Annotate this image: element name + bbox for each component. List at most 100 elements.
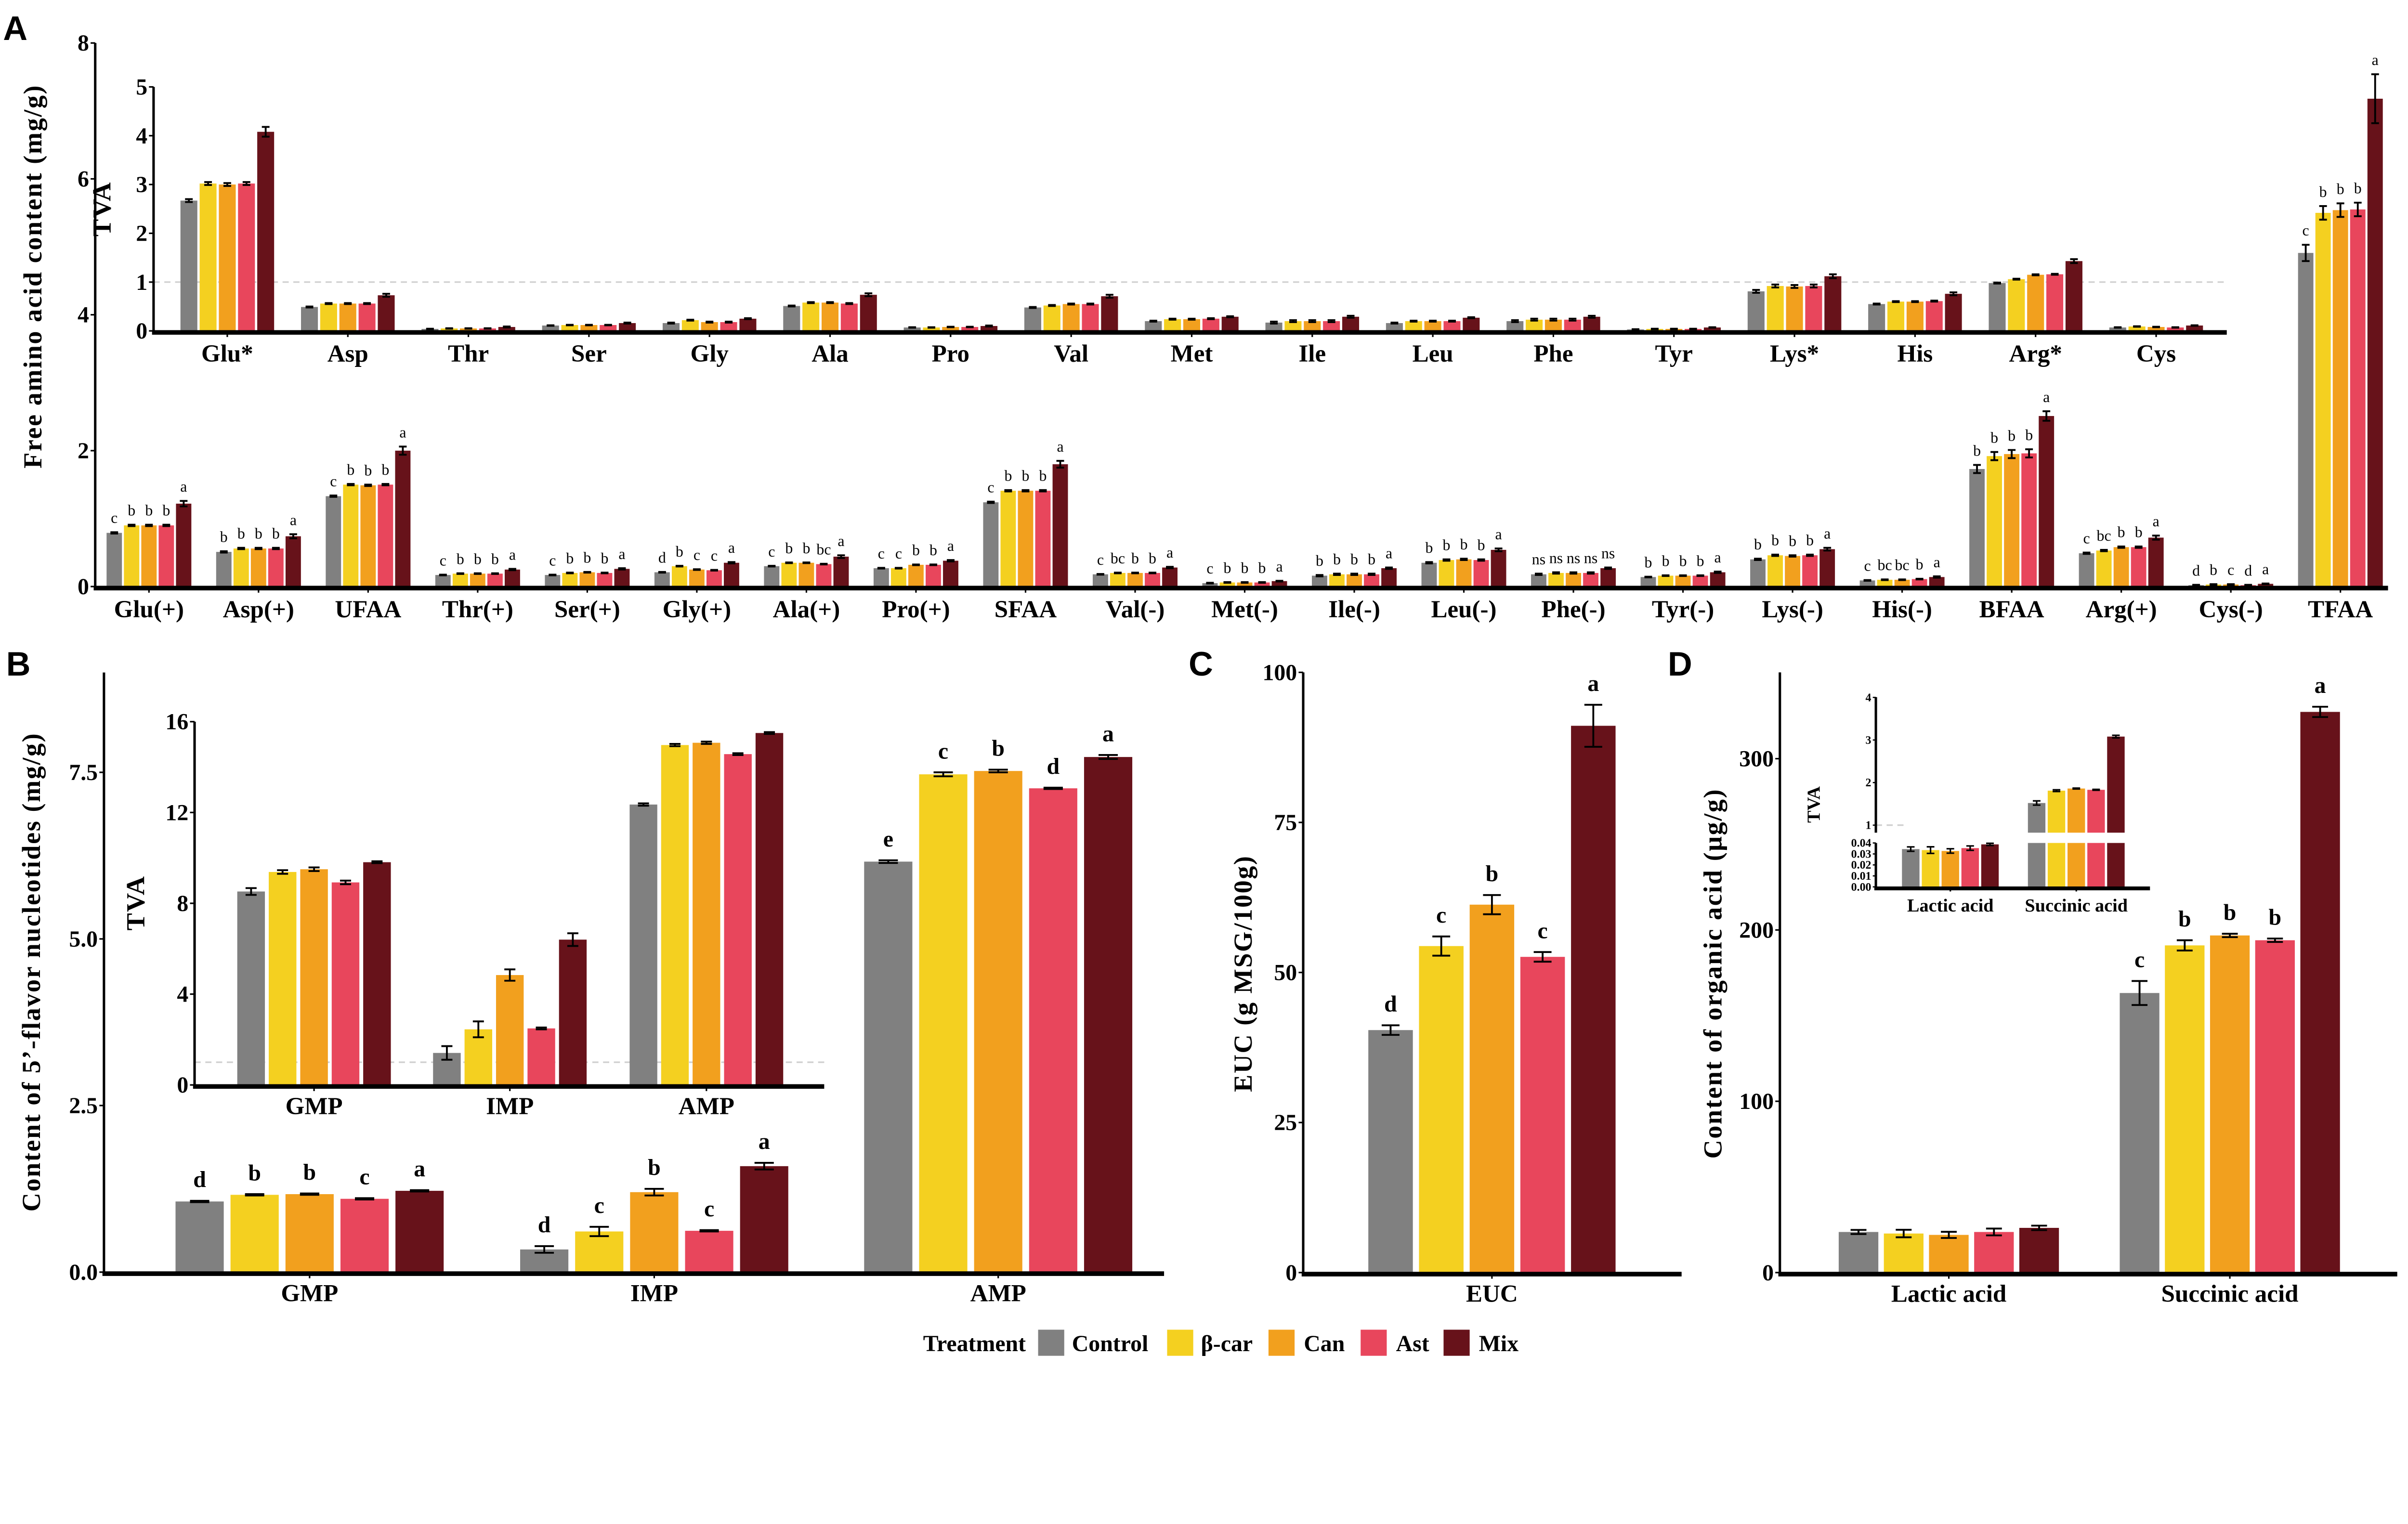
error-bar — [1907, 846, 1915, 852]
y-tick-label: 0.01 — [1851, 870, 1871, 883]
y-tick-label: 0 — [1285, 1260, 1297, 1286]
bar-car — [124, 525, 140, 587]
significance-letter: b — [1916, 556, 1924, 573]
error-bar — [2152, 534, 2160, 541]
significance-letter: c — [1537, 918, 1547, 944]
bar-ast — [158, 525, 174, 587]
error-bar — [785, 561, 793, 564]
error-bar — [1368, 573, 1376, 576]
bar-control — [1312, 575, 1327, 587]
error-bar — [536, 1026, 547, 1030]
significance-letter: a — [1276, 558, 1283, 575]
significance-letter: a — [290, 511, 297, 528]
error-bar — [623, 322, 631, 325]
error-bar — [1632, 328, 1640, 331]
y-tick-label: 75 — [1274, 810, 1297, 835]
significance-letter: b — [2008, 427, 2015, 444]
y-tick-label: 4 — [1866, 691, 1871, 704]
bar-control — [1265, 322, 1283, 331]
bar-car — [2315, 213, 2331, 587]
error-bar — [484, 327, 492, 330]
bar-control — [629, 804, 657, 1085]
bar-ast — [720, 322, 737, 331]
category-label: TFAA — [2308, 596, 2373, 623]
error-bar — [1696, 574, 1704, 577]
bar-control — [545, 575, 561, 587]
error-bar — [1048, 304, 1056, 307]
bar-ast — [1364, 574, 1379, 587]
category-label: Lactic acid — [1891, 1280, 2006, 1307]
error-bar — [1771, 553, 1780, 557]
significance-letter: b — [347, 461, 354, 478]
error-bar — [277, 869, 288, 875]
significance-letter: a — [2153, 513, 2159, 530]
error-bar — [1896, 1228, 1912, 1238]
bar-can — [1906, 301, 1924, 331]
error-bar — [912, 563, 920, 566]
y-tick-label: 16 — [165, 709, 188, 735]
error-bar — [1350, 573, 1358, 576]
bar-ast — [2350, 209, 2366, 587]
significance-letter: b — [1021, 468, 1029, 484]
significance-letter: b — [1241, 560, 1249, 576]
error-bar — [2012, 277, 2020, 281]
significance-letter: e — [883, 826, 893, 852]
bar-car — [1987, 456, 2002, 587]
significance-letter: bc — [2097, 527, 2111, 544]
error-bar — [535, 1245, 554, 1254]
bar-ast — [2046, 274, 2064, 331]
significance-letter: b — [248, 1160, 261, 1185]
bar-ast — [487, 573, 503, 587]
significance-letter: b — [785, 540, 793, 557]
significance-letter: b — [220, 529, 228, 546]
error-bar — [2053, 789, 2061, 793]
significance-letter: a — [1102, 721, 1114, 746]
legend-swatch-mix — [1443, 1329, 1470, 1356]
bar-ast — [1925, 301, 1943, 331]
error-bar — [340, 879, 351, 886]
error-bar — [2031, 273, 2040, 276]
significance-letter: c — [987, 479, 994, 496]
y-tick-label: 0.02 — [1851, 859, 1871, 872]
error-bar — [754, 1162, 774, 1171]
significance-letter: b — [1443, 537, 1451, 554]
significance-letter: b — [364, 462, 372, 479]
bar-mix — [559, 939, 587, 1085]
bar-ast — [1911, 579, 1927, 587]
y-tick-label: 300 — [1739, 746, 1774, 772]
significance-letter: c — [1206, 560, 1213, 577]
significance-letter: bc — [1878, 557, 1892, 573]
significance-letter: a — [2372, 52, 2379, 68]
bar-car — [1884, 1233, 1924, 1273]
significance-letter: a — [2315, 673, 2326, 698]
bar-can — [470, 573, 485, 587]
bar-ast — [1520, 957, 1565, 1273]
significance-letter: a — [1495, 526, 1502, 543]
bar-mix — [176, 503, 192, 587]
bar-car — [1548, 573, 1564, 587]
bar-mix — [740, 1166, 788, 1272]
legend-label-bcar: β-car — [1201, 1331, 1253, 1356]
error-bar — [1098, 754, 1118, 760]
significance-letter: c — [694, 547, 700, 563]
error-bar — [1105, 294, 1113, 299]
significance-letter: b — [491, 550, 499, 567]
bar-ast — [1145, 573, 1160, 587]
bar-mix — [943, 560, 958, 587]
y-axis-title: TVA — [121, 875, 150, 930]
significance-letter: b — [1486, 861, 1499, 886]
significance-letter: c — [594, 1193, 604, 1218]
bar-control — [783, 306, 800, 331]
error-bar — [1863, 579, 1871, 582]
error-bar — [1390, 322, 1399, 325]
error-bar — [128, 523, 136, 527]
error-bar — [2008, 449, 2016, 459]
bar-car — [199, 183, 217, 331]
significance-letter: b — [1004, 468, 1012, 484]
error-bar — [1056, 460, 1064, 469]
significance-letter: b — [2269, 904, 2282, 930]
error-bar — [329, 495, 338, 498]
error-bar — [1986, 842, 1994, 847]
error-bar — [1926, 846, 1935, 854]
